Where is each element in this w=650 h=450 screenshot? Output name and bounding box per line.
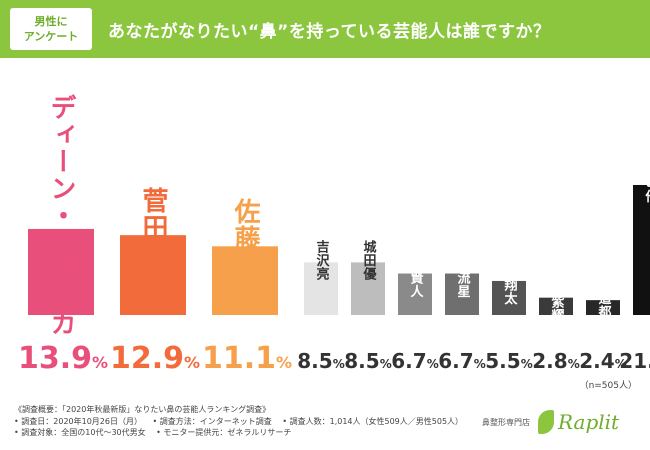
bar-3 (212, 246, 278, 315)
category-label-5: 城田優 (361, 240, 378, 282)
value-label-11: 21.0% (619, 349, 650, 373)
leaf-icon (538, 410, 554, 434)
summary-title: 《調査概要：「2020年秋最新版」なりたい鼻の芸能人ランキング調査》 (14, 405, 271, 414)
category-label-3: 佐藤健 (230, 198, 261, 279)
badge-line-2: アンケート (23, 30, 79, 43)
value-label-9: 2.8% (532, 349, 579, 373)
bar-6 (398, 273, 432, 315)
value-label-1: 13.9% (18, 341, 108, 376)
category-label-8: 松田翔太 (502, 251, 519, 307)
summary-date: • 調査日：2020年10月26日（月） (14, 416, 142, 426)
bar-7 (445, 273, 479, 315)
value-label-4: 8.5% (297, 349, 344, 373)
category-label-9: 平野紫耀 (549, 268, 566, 323)
summary-method: • 調査方法：インターネット調査 (152, 416, 272, 426)
value-label-5: 8.5% (344, 349, 391, 373)
survey-summary: 《調査概要：「2020年秋最新版」なりたい鼻の芸能人ランキング調査》 • 調査日… (14, 404, 484, 439)
page-title: あなたがなりたい“鼻”を持っている芸能人は誰ですか？ (108, 21, 551, 42)
category-label-4: 吉沢亮 (314, 240, 330, 281)
bar-5 (351, 262, 385, 315)
category-label-6: 山崎賢人 (408, 243, 424, 298)
bar-2 (120, 235, 186, 315)
survey-badge: 男性に アンケート (10, 8, 92, 50)
bar-11 (633, 185, 650, 315)
bar-8 (492, 280, 526, 315)
brand-subtitle: 鼻整形専門店 (482, 417, 530, 427)
value-label-3: 11.1% (202, 341, 292, 376)
bar-1 (28, 228, 94, 315)
ranking-bar-chart: ディーン・フジオカ 菅田将暉 佐藤健吉沢亮 城田優 山崎賢人 横浜流星 松田翔太 平野紫耀 林遣… (18, 94, 650, 391)
summary-target: • 調査対象：全国の10代〜30代男女 (14, 428, 146, 437)
bar-4 (304, 262, 338, 315)
bar-9 (539, 297, 573, 315)
summary-count: • 調査人数：1,014人（女性509人／男性505人） (282, 416, 464, 426)
summary-provider: • モニター提供元：ゼネラルリサーチ (156, 428, 292, 437)
bar-10 (586, 300, 620, 315)
value-label-6: 6.7% (391, 349, 438, 373)
category-label-11: その他 (643, 163, 650, 204)
value-label-8: 5.5% (485, 349, 532, 373)
category-label-7: 横浜流星 (455, 243, 471, 299)
badge-line-1: 男性に (34, 15, 68, 28)
sample-size-note: （n=505人） (580, 380, 637, 391)
category-label-2: 菅田将暉 (138, 187, 168, 295)
value-label-7: 6.7% (438, 349, 485, 373)
category-label-1: ディーン・フジオカ (46, 94, 76, 337)
brand-name: Raplit (558, 410, 620, 434)
value-label-2: 12.9% (110, 341, 200, 376)
value-label-10: 2.4% (579, 349, 626, 373)
brand-logo: 鼻整形専門店 Raplit (482, 404, 642, 440)
header-banner: 男性に アンケート あなたがなりたい“鼻”を持っている芸能人は誰ですか？ (0, 0, 650, 58)
category-label-10: 林遣都 (596, 277, 613, 319)
